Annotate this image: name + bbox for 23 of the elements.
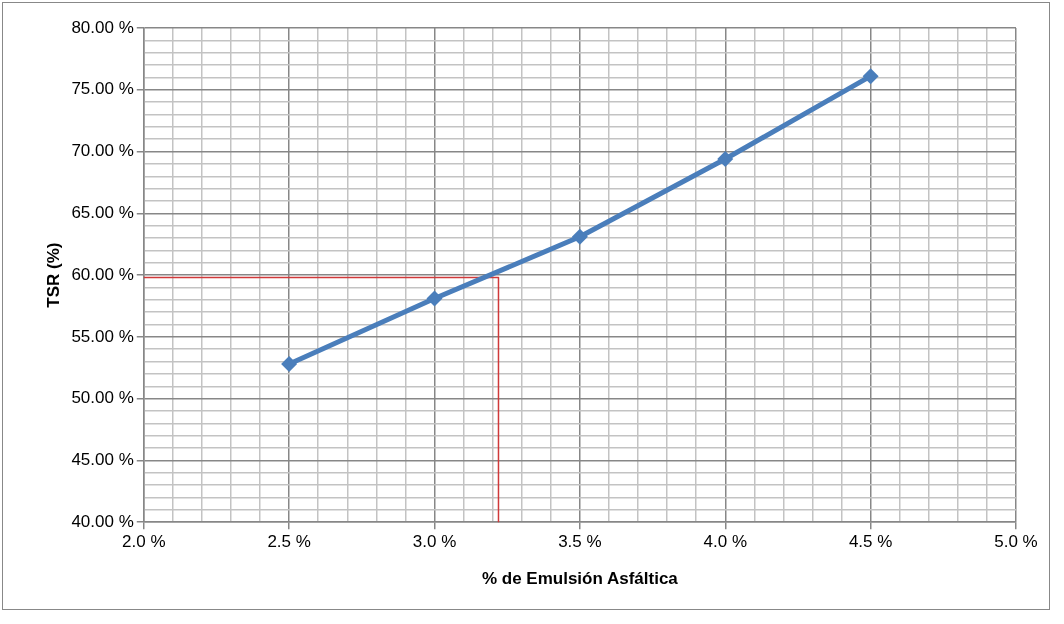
y-tick-label: 55.00 %: [71, 326, 134, 346]
point: [717, 150, 734, 167]
y-tick-label: 60.00 %: [71, 264, 134, 284]
x-tick-label: 3.0 %: [412, 532, 457, 552]
y-tick-label: 40.00 %: [71, 511, 134, 531]
y-tick-label: 50.00 %: [71, 388, 134, 408]
y-tick-label: 70.00 %: [71, 141, 134, 161]
y-tick-label: 75.00 %: [71, 79, 134, 99]
x-tick-label: 2.0 %: [122, 532, 166, 552]
x-tick-label: 5.0 %: [994, 532, 1038, 552]
y-tick-label: 45.00 %: [71, 450, 134, 470]
x-axis-title: % de Emulsión Asfáltica: [481, 569, 679, 589]
x-tick-label: 4.5 %: [848, 532, 893, 552]
y-tick-label: 80.00 %: [71, 17, 134, 37]
point: [281, 356, 298, 373]
y-tick-label: 65.00 %: [71, 203, 134, 223]
point: [571, 228, 588, 245]
x-tick-label: 2.5 %: [267, 532, 311, 552]
point: [426, 290, 443, 307]
x-tick-label: 4.0 %: [703, 532, 747, 552]
y-axis-title: TSR (%): [43, 242, 63, 308]
x-tick-label: 3.5 %: [558, 532, 602, 552]
point: [862, 68, 879, 85]
